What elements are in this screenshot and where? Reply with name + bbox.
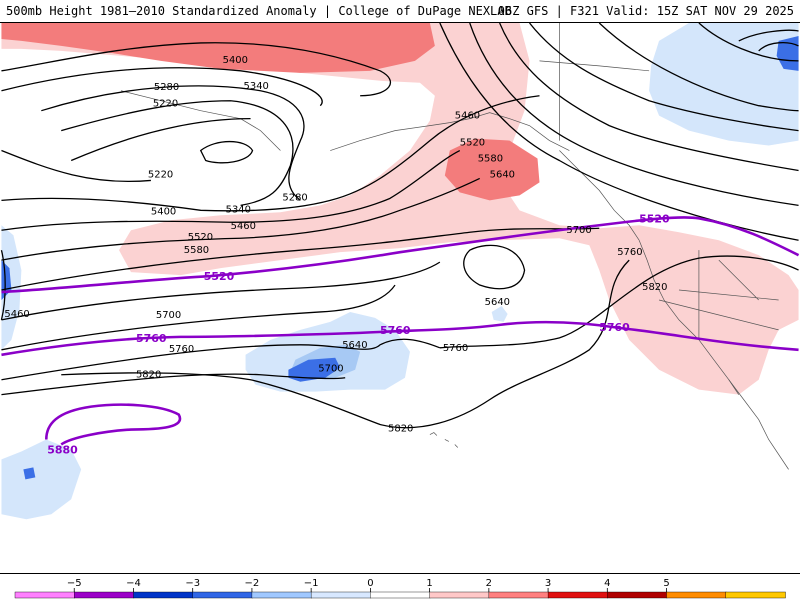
height-label: 5400	[151, 206, 176, 217]
highlight-label: 5520	[204, 270, 235, 283]
anomaly-shading	[1, 23, 799, 520]
positive-anomaly-core-north	[1, 23, 435, 73]
height-label: 5640	[342, 340, 367, 351]
colorbar-segment	[547, 591, 609, 599]
hawaii	[429, 432, 459, 448]
bc-coast	[559, 150, 640, 241]
height-label: 5760	[443, 343, 468, 354]
baja	[728, 379, 789, 470]
colorbar-segment	[429, 591, 490, 599]
height-label: 5760	[169, 344, 194, 355]
highlight-label: 5760	[380, 324, 411, 337]
height-label: 5520	[188, 232, 213, 243]
highlight-label: 5760	[136, 332, 167, 345]
colorbar-segment	[488, 591, 549, 599]
height-label: 5760	[617, 247, 642, 258]
contour-labels: 5400 5340 5280 5220 5220 5280 5340 5400 …	[4, 55, 667, 435]
map-canvas: 5400 5340 5280 5220 5220 5280 5340 5400 …	[0, 22, 800, 574]
negative-anomaly-southwest	[1, 439, 82, 520]
height-contours	[0, 23, 799, 429]
height-label: 5820	[642, 282, 667, 293]
height-label: 5280	[154, 82, 179, 93]
negative-anomaly-northeast-core	[776, 35, 799, 71]
positive-anomaly-core-alaska	[444, 138, 540, 201]
highlight-contours	[1, 216, 800, 446]
height-label: 5700	[318, 364, 343, 375]
height-label: 5460	[4, 309, 29, 320]
height-label: 5220	[153, 99, 178, 110]
colorbar-segment	[133, 591, 194, 599]
contour-5880	[44, 403, 182, 446]
colorbar-segment	[251, 591, 312, 599]
height-label: 5520	[460, 138, 485, 149]
negative-anomaly-small	[491, 305, 508, 322]
colorbar-tick-label: 3	[545, 578, 551, 589]
map-header: 500mb Height 1981–2010 Standardized Anom…	[0, 0, 800, 22]
highlight-label: 5520	[639, 212, 670, 225]
colorbar-tick-label: 1	[426, 578, 432, 589]
height-label: 5460	[455, 111, 480, 122]
alaska-coast	[330, 112, 570, 151]
colorbar-tick-label: 2	[486, 578, 492, 589]
height-label: 5340	[244, 81, 269, 92]
colorbar-tick-label: 4	[604, 578, 610, 589]
us-state-borders	[658, 250, 779, 340]
map-title: 500mb Height 1981–2010 Standardized Anom…	[6, 4, 512, 18]
height-label: 5640	[485, 297, 510, 308]
highlight-labels: 5520 5520 5760 5760 5760 5880	[47, 212, 670, 456]
colorbar-tick-label: −1	[304, 578, 319, 589]
model-valid-time: 06Z GFS | F321 Valid: 15Z SAT NOV 29 202…	[497, 4, 794, 18]
canada-interior	[539, 23, 650, 141]
height-label: 5820	[388, 424, 413, 435]
negative-anomaly-central-core	[288, 357, 341, 382]
positive-anomaly-north	[1, 23, 799, 395]
negative-anomaly-northeast	[649, 23, 799, 146]
height-label: 5400	[223, 55, 248, 66]
colorbar-tick-label: 5	[663, 578, 669, 589]
colorbar-tick-label: 0	[367, 578, 373, 589]
coastlines	[120, 23, 789, 470]
colorbar-tick-label: −4	[126, 578, 141, 589]
colorbar-segment	[370, 591, 431, 599]
height-label: 5700	[156, 310, 181, 321]
colorbar-segment	[310, 591, 372, 599]
colorbar-segment	[74, 591, 135, 599]
height-label: 5460	[231, 221, 256, 232]
colorbar-tick-label: −5	[67, 578, 82, 589]
height-label: 5220	[148, 169, 173, 180]
height-label: 5280	[282, 192, 307, 203]
colorbar-segment	[14, 591, 75, 599]
colorbar: −5 −4 −3 −2 −1 0 1 2 3 4 5	[14, 578, 786, 599]
contour-5760	[1, 320, 799, 357]
height-label: 5640	[490, 169, 515, 180]
colorbar-segment	[192, 591, 253, 599]
colorbar-segment	[666, 591, 727, 599]
colorbar-tick-label: −3	[185, 578, 200, 589]
colorbar-segment	[725, 591, 786, 599]
height-label: 5340	[226, 204, 251, 215]
height-label: 5580	[184, 245, 209, 256]
height-label: 5820	[136, 370, 161, 381]
colorbar-ticks: −5 −4 −3 −2 −1 0 1 2 3 4 5	[67, 578, 670, 592]
siberia-coast	[120, 90, 281, 151]
colorbar-tick-label: −2	[245, 578, 260, 589]
us-west-coast	[638, 240, 740, 395]
colorbar-segments	[14, 591, 786, 599]
highlight-label: 5880	[47, 443, 78, 456]
contour-5520	[1, 216, 800, 294]
highlight-label: 5760	[599, 321, 630, 334]
height-label: 5700	[566, 225, 591, 236]
height-label: 5580	[478, 153, 503, 164]
colorbar-segment	[607, 591, 668, 599]
negative-anomaly-southwest-core	[23, 467, 36, 480]
